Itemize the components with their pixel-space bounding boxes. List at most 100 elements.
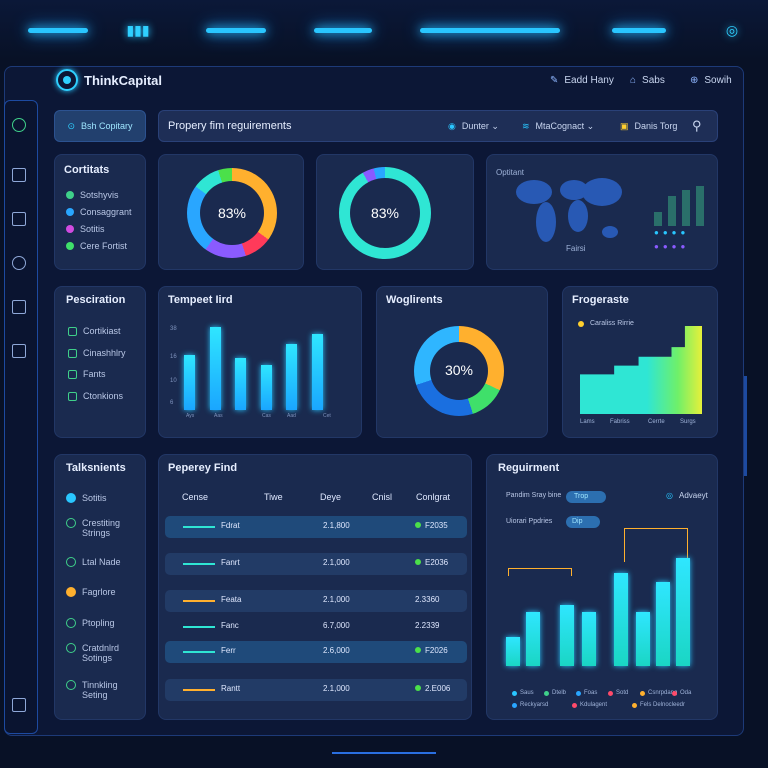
dot-icon <box>512 702 517 708</box>
legend-item: Foas <box>576 690 597 696</box>
advanced-link[interactable]: ◎ Advaeyt <box>666 491 708 500</box>
logout-icon[interactable] <box>12 698 26 712</box>
document-icon[interactable] <box>12 168 26 182</box>
ring-icon <box>66 518 76 528</box>
legend-item: Saus <box>512 690 534 696</box>
filter-user[interactable]: ◉ Dunter ⌄ <box>448 121 499 131</box>
x-tick: Fabriss <box>610 419 630 425</box>
range-bracket <box>624 528 688 562</box>
scrollbar[interactable] <box>744 376 747 476</box>
range-bracket <box>508 568 572 576</box>
talks-title: Talksnients <box>66 462 126 474</box>
legend-item: Dtelb <box>544 690 566 696</box>
talk-item[interactable]: Tinnkling Seting <box>66 680 140 700</box>
x-tick: Cerrte <box>648 419 665 425</box>
talk-item[interactable]: Sotitis <box>66 493 107 503</box>
filter-calendar[interactable]: ▣ Danis Torg <box>620 121 678 131</box>
dashboard-icon[interactable] <box>12 118 26 132</box>
bar <box>676 557 690 666</box>
dot-icon <box>66 191 74 199</box>
donut-value-1: 83% <box>217 205 247 221</box>
y-tick: 16 <box>170 354 177 360</box>
company-button[interactable]: ⊙ Bsh Copitary <box>54 110 146 142</box>
header-link-edit[interactable]: ✎ Eadd Hany <box>550 75 614 86</box>
presentation-card <box>54 286 146 438</box>
header-link-search[interactable]: ⊕ Sowih <box>690 75 732 86</box>
search-icon[interactable]: ⚲ <box>692 118 702 133</box>
world-map <box>516 178 622 242</box>
progress-legend: Caraliss Rirrie <box>578 320 634 327</box>
status-dot <box>415 559 421 565</box>
sidebar <box>4 100 38 734</box>
column-header: Cnisl <box>372 492 393 502</box>
weights-value: 30% <box>444 362 474 378</box>
clock-icon[interactable] <box>12 256 26 270</box>
search-bar[interactable] <box>158 110 718 142</box>
bar <box>506 636 520 666</box>
x-tick: Aad <box>287 413 296 419</box>
table-row[interactable]: Ferr 2.6,000 F2026 <box>165 641 467 663</box>
header-link-save[interactable]: ⌂ Sabs <box>630 75 665 86</box>
target-icon[interactable]: ◎ <box>725 22 739 38</box>
trend-icon[interactable] <box>12 300 26 314</box>
row-indicator <box>183 651 215 653</box>
ring-icon <box>66 557 76 567</box>
save-icon: ⌂ <box>630 75 637 86</box>
bar <box>656 582 670 666</box>
bar <box>614 572 628 666</box>
checklist-item[interactable]: Cinashhlry <box>68 348 126 358</box>
y-tick: 6 <box>170 400 174 406</box>
checklist-item[interactable]: Fants <box>68 369 106 379</box>
checkbox-icon <box>68 391 77 401</box>
column-header: Conlgrat <box>416 492 451 502</box>
talk-item[interactable]: Cratdnlrd Sotings <box>66 643 140 663</box>
checkbox-icon <box>68 369 77 379</box>
table-row[interactable]: Fdrat 2.1,800 F2035 <box>165 516 467 538</box>
bar <box>209 327 221 410</box>
table-row[interactable]: Rantt 2.1,000 2.E006 <box>165 679 467 701</box>
search-title: Propery fim reguirements <box>168 120 292 132</box>
dot-icon <box>572 702 577 708</box>
bar <box>636 611 650 666</box>
row-indicator <box>183 626 215 628</box>
option-label: Uiorari Ppdries <box>506 518 553 525</box>
report-icon[interactable] <box>12 344 26 358</box>
talk-item[interactable]: Crestiting Strings <box>66 518 140 538</box>
legend-item: Sotitis <box>66 224 105 234</box>
donut-hole <box>350 178 420 248</box>
checkbox-icon <box>68 326 77 336</box>
equalizer-icon[interactable]: ▮▮▮ <box>126 22 150 38</box>
bar <box>184 354 195 410</box>
stack-icon: ≋ <box>522 121 530 131</box>
checklist-item[interactable]: Ctonkions <box>68 391 123 401</box>
dot-icon <box>66 208 74 216</box>
filter-stack[interactable]: ≋ MtaCognact ⌄ <box>522 121 595 131</box>
option-toggle[interactable]: Dip <box>566 516 600 528</box>
status-dot <box>415 685 421 691</box>
weights-title: Woglirents <box>386 294 443 306</box>
table-row[interactable]: Fanrt 2.1,000 E2036 <box>165 553 467 575</box>
talk-item[interactable]: Ltal Nade <box>66 557 121 567</box>
contents-title: Cortitats <box>64 164 110 176</box>
legend-item: Sotd <box>608 690 628 696</box>
table-row[interactable]: Feata 2.1,000 2.3360 <box>165 590 467 612</box>
checklist-item[interactable]: Cortikiast <box>68 326 121 336</box>
requirement-title: Reguirment <box>498 462 560 474</box>
dot-icon <box>66 493 76 503</box>
bar <box>260 365 272 410</box>
chart-icon[interactable] <box>12 212 26 226</box>
option-toggle[interactable]: Trop <box>566 491 606 503</box>
donut-hole <box>200 181 264 245</box>
top-indicator <box>206 28 266 33</box>
calendar-icon: ▣ <box>620 121 629 131</box>
x-tick: Cas <box>262 413 271 419</box>
talk-item[interactable]: Fagrlore <box>66 587 116 597</box>
map-card <box>486 154 718 270</box>
user-icon: ◉ <box>448 121 456 131</box>
table-row[interactable]: Fanc 6.7,000 2.2339 <box>165 616 467 638</box>
mini-bar <box>668 196 676 226</box>
donut-hole <box>430 342 488 400</box>
top-indicator <box>612 28 666 33</box>
building-icon: ⊙ <box>67 120 75 131</box>
talk-item[interactable]: Ptopling <box>66 618 115 628</box>
